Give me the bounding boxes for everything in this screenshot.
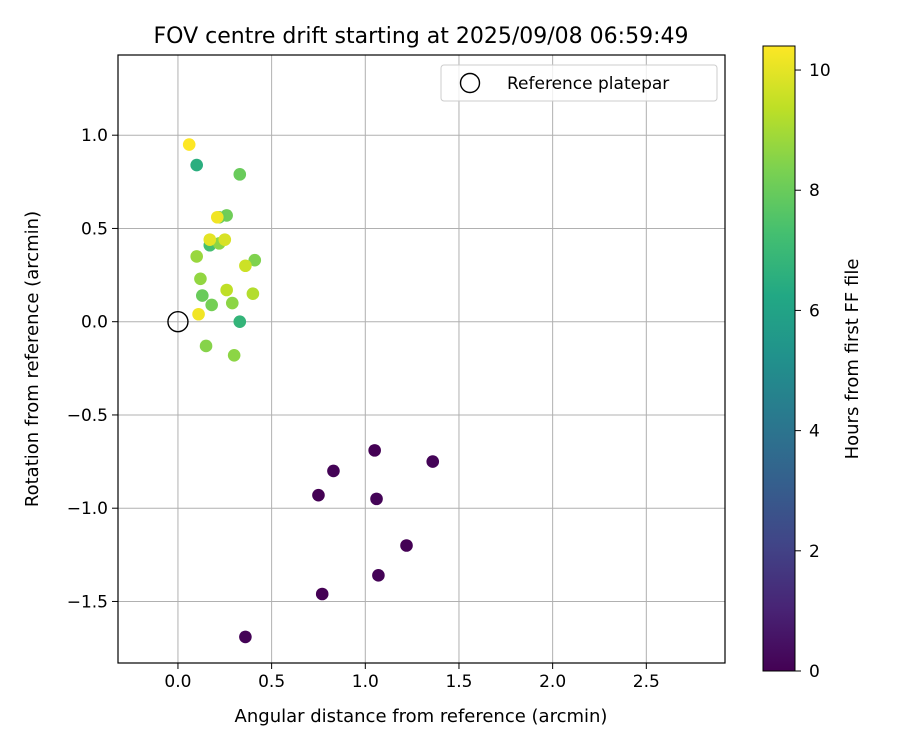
y-axis-ticks: −1.5 −1.0 −0.5 0.0 0.5 1.0 [67, 126, 118, 612]
scatter-point [312, 488, 325, 502]
colorbar-tick-label: 2 [809, 542, 820, 562]
scatter-point [370, 492, 383, 506]
x-tick-label: 1.0 [352, 672, 379, 692]
scatter-point [368, 444, 381, 457]
x-tick-label: 0.5 [258, 672, 285, 692]
x-axis-label: Angular distance from reference (arcmin) [235, 706, 608, 727]
colorbar-gradient [762, 45, 796, 672]
colorbar-label: Hours from first FF file [842, 259, 863, 460]
chart-title: FOV centre drift starting at 2025/09/08 … [154, 24, 689, 49]
reference-platepar-marker [167, 310, 189, 333]
colorbar-tick-label: 8 [809, 181, 820, 201]
axes-frame [117, 54, 726, 664]
scatter-point [239, 259, 252, 273]
scatter-point [190, 250, 203, 263]
plot-area [118, 55, 725, 663]
legend-entry-label: Reference platepar [507, 74, 669, 94]
scatter-point [194, 272, 207, 286]
colorbar: 0 2 4 6 8 10 Hours from first FF file [762, 45, 863, 682]
scatter-point [205, 298, 218, 312]
colorbar-tick-label: 10 [809, 61, 831, 81]
scatter-point [239, 630, 252, 644]
x-tick-label: 2.5 [633, 672, 660, 692]
data-points [182, 138, 440, 644]
x-axis-ticks: 0.0 0.5 1.0 1.5 2.0 2.5 [164, 663, 660, 692]
colorbar-tick-label: 6 [809, 301, 820, 321]
scatter-point [218, 233, 232, 246]
y-tick-label: 0.0 [81, 313, 108, 333]
legend: Reference platepar [440, 64, 718, 102]
x-tick-label: 1.5 [445, 672, 472, 692]
colorbar-tick-label: 0 [809, 662, 820, 682]
scatter-point [248, 253, 262, 267]
grid [118, 55, 725, 663]
y-tick-label: −1.5 [67, 592, 108, 612]
scatter-point [210, 210, 224, 224]
scatter-point [400, 539, 413, 552]
scatter-point [203, 233, 217, 246]
scatter-point [372, 569, 385, 582]
y-tick-label: 0.5 [81, 219, 108, 239]
scatter-point [220, 283, 233, 297]
scatter-point [246, 287, 260, 301]
y-axis-label: Rotation from reference (arcmin) [22, 211, 43, 507]
scatter-point [196, 289, 209, 302]
x-tick-label: 0.0 [164, 672, 191, 692]
y-tick-label: 1.0 [81, 126, 108, 146]
scatter-point [233, 315, 247, 328]
scatter-point [315, 587, 329, 601]
legend-reference-marker [459, 72, 481, 94]
x-tick-label: 2.0 [539, 672, 566, 692]
colorbar-tick-label: 4 [809, 422, 820, 442]
legend-box [440, 64, 718, 102]
y-tick-label: −0.5 [67, 406, 108, 426]
scatter-point [233, 168, 247, 181]
scatter-point [182, 138, 196, 151]
scatter-point [426, 455, 440, 468]
scatter-point [327, 464, 340, 478]
colorbar-ticks: 0 2 4 6 8 10 [795, 61, 831, 682]
scatter-point [192, 307, 205, 321]
y-tick-label: −1.0 [67, 499, 108, 519]
scatter-point [227, 348, 241, 362]
scatter-point [199, 339, 213, 353]
scatter-point [190, 158, 203, 172]
scatter-point [225, 296, 239, 310]
reference-marker-layer [167, 310, 189, 333]
